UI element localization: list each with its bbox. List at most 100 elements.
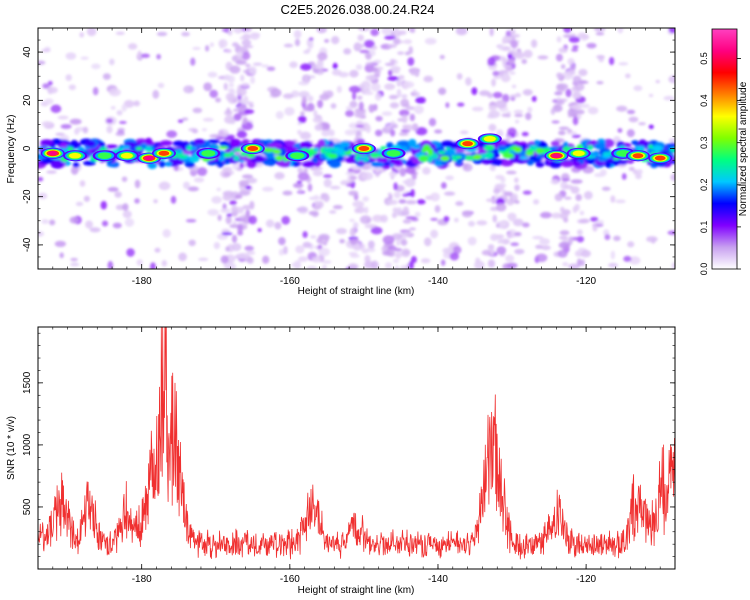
- spectrogram-speckle: [209, 89, 218, 98]
- spectrogram-speckle: [262, 186, 274, 192]
- spectrogram-speckle: [570, 186, 580, 194]
- spectrogram-speckle: [380, 214, 388, 223]
- ridge-cell: [611, 160, 621, 166]
- ridge-cell: [269, 142, 283, 149]
- spectrogram-speckle: [116, 110, 123, 116]
- spectrogram-speckle: [560, 64, 566, 70]
- spectrogram-speckle: [527, 106, 533, 113]
- spectrogram-speckle: [365, 53, 372, 60]
- spectrogram-speckle: [392, 258, 399, 264]
- ridge-cell: [513, 146, 523, 153]
- ridge-hot-spot: [201, 150, 216, 157]
- spectrogram-speckle: [580, 249, 591, 258]
- spectrogram-speckle: [471, 87, 478, 96]
- spectrogram-speckle: [365, 247, 376, 253]
- spectrogram-speckle: [354, 111, 364, 118]
- spectrogram-speckle: [282, 190, 293, 196]
- spectrogram-speckle: [506, 262, 518, 269]
- spectrogram-speckle: [609, 56, 615, 66]
- spectrogram-speckle: [223, 74, 231, 81]
- spectrogram-speckle: [348, 190, 359, 196]
- spectrogram-speckle: [100, 200, 107, 210]
- spectrogram-speckle: [434, 205, 441, 213]
- spectrogram-speckle: [241, 51, 251, 61]
- ridge-cell: [445, 149, 455, 156]
- spectrogram-speckle: [352, 222, 359, 229]
- spectrogram-speckle: [244, 245, 254, 251]
- spectrogram-speckle: [178, 252, 187, 262]
- spectrogram-speckle: [487, 57, 496, 66]
- ridge-hot-spot: [144, 155, 154, 161]
- ridge-cell: [357, 156, 367, 161]
- spectrogram-speckle: [385, 124, 392, 130]
- spectrogram-speckle: [295, 245, 305, 254]
- spectrogram-speckle: [397, 51, 405, 55]
- y-tick-label: 20: [22, 94, 33, 106]
- spectrogram-speckle: [124, 218, 135, 227]
- spectrogram-speckle: [572, 206, 578, 214]
- spectrogram-speckle: [252, 62, 263, 66]
- spectrogram-speckle: [233, 28, 243, 34]
- ridge-cell: [605, 157, 614, 163]
- spectrogram-speckle: [389, 59, 396, 64]
- ridge-hot-spot: [97, 152, 112, 159]
- spectrogram-speckle: [395, 252, 402, 260]
- ridge-cell: [601, 155, 612, 159]
- spectrogram-speckle: [317, 52, 328, 61]
- spectrogram-speckle: [297, 171, 310, 181]
- spectrogram-speckle: [41, 219, 49, 224]
- spectrogram-speckle: [101, 220, 109, 227]
- spectrogram-speckle: [229, 200, 237, 206]
- spectrogram-speckle: [398, 30, 407, 36]
- spectrogram-speckle: [495, 99, 507, 109]
- spectrogram-speckle: [400, 239, 408, 246]
- spectrogram-speckle: [539, 238, 550, 246]
- ridge-cell: [177, 148, 183, 154]
- spectrogram-speckle: [329, 185, 341, 190]
- y-tick-label: -40: [22, 237, 33, 252]
- ridge-cell: [186, 145, 193, 151]
- spectrogram-speckle: [357, 135, 363, 139]
- ridge-cell: [121, 145, 131, 150]
- spectrogram-speckle: [154, 247, 161, 253]
- spectrogram-speckle: [229, 65, 241, 74]
- spectrogram-speckle: [671, 262, 675, 269]
- spectrogram-speckle: [85, 220, 94, 229]
- ridge-cell: [526, 148, 535, 153]
- spectrogram-speckle: [234, 194, 243, 199]
- ridge-cell: [594, 142, 607, 150]
- spectrogram-speckle: [248, 66, 257, 75]
- spectrogram-speckle: [393, 191, 401, 199]
- spectrogram-speckle: [322, 264, 327, 269]
- spectrogram-speckle: [202, 117, 214, 122]
- spectrogram-speckle: [439, 54, 445, 60]
- spectrogram-speckle: [201, 128, 207, 132]
- x-tick-label: -160: [280, 574, 300, 585]
- spectrogram-speckle: [392, 123, 399, 129]
- spectrogram-speckle: [513, 109, 524, 114]
- spectrogram-speckle: [423, 75, 434, 83]
- spectrogram-speckle: [348, 122, 358, 129]
- spectrogram-speckle: [293, 30, 302, 39]
- spectrogram-speckle: [313, 110, 318, 118]
- spectrogram-speckle: [490, 233, 499, 241]
- spectrogram-speckle: [438, 87, 447, 95]
- spectrogram-speckle: [572, 45, 579, 49]
- spectrogram-speckle: [531, 95, 537, 102]
- spectrogram-speckle: [522, 222, 530, 228]
- ridge-cell: [389, 157, 401, 165]
- spectrogram-speckle: [488, 110, 501, 119]
- spectrogram-speckle: [387, 76, 399, 81]
- ridge-hot-spot: [483, 136, 496, 142]
- spectrogram-speckle: [239, 189, 251, 196]
- spectrogram-speckle: [608, 262, 619, 268]
- spectrogram-speckle: [498, 222, 504, 229]
- spectrogram-speckle: [572, 91, 582, 100]
- spectrogram-speckle: [352, 200, 365, 208]
- spectrogram-speckle: [550, 179, 559, 185]
- ridge-hot-spot: [462, 141, 473, 147]
- ridge-cell: [605, 161, 612, 169]
- spectrogram-speckle: [248, 103, 254, 108]
- spectrogram-speckle: [558, 241, 571, 249]
- spectrogram-speckle: [235, 60, 247, 65]
